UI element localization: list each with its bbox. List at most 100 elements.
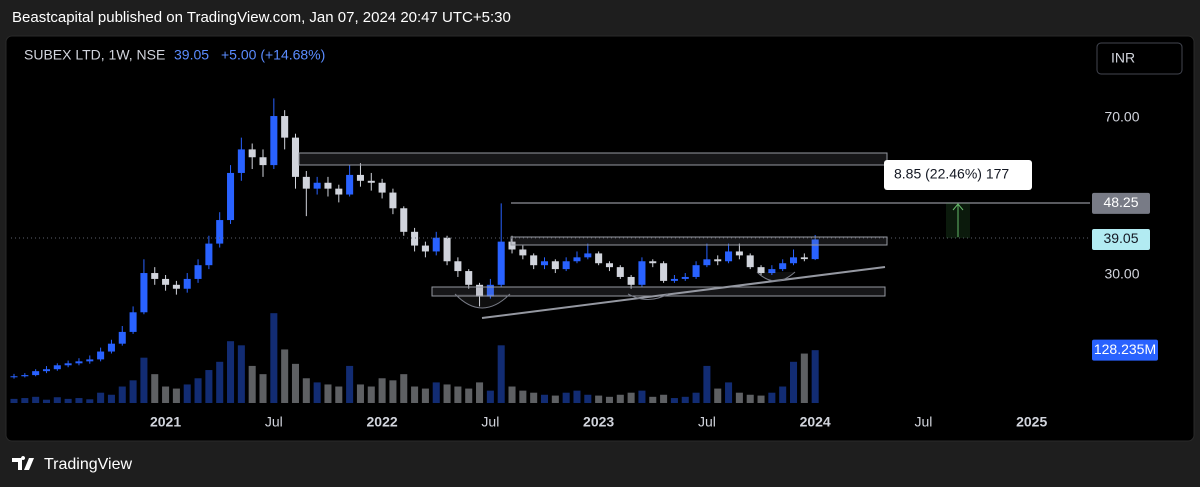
volume-bar [519, 390, 527, 403]
published-line: Beastcapital published on TradingView.co… [12, 9, 511, 26]
brand: TradingView [44, 456, 132, 473]
x-tick-label: 2024 [800, 414, 831, 430]
price-label: 48.25 [1103, 194, 1138, 210]
arc [454, 293, 511, 309]
volume-label-box [1092, 339, 1158, 361]
volume-bar [53, 397, 61, 403]
candle-body [746, 255, 754, 268]
candle-body [53, 365, 61, 370]
measure-label: 8.85 (22.46%) 177 [894, 166, 1009, 182]
volume-bar [508, 386, 516, 403]
neckline-zone [510, 236, 888, 246]
candle-body [75, 361, 83, 364]
volume-bar [746, 394, 754, 403]
candle-body [411, 231, 419, 246]
price-label-box [1092, 228, 1150, 250]
candle-body [227, 172, 235, 221]
candle-body [162, 278, 170, 285]
volume-bar [454, 386, 462, 403]
volume-bar [97, 392, 105, 403]
volume-bar [627, 392, 635, 403]
volume-bar [432, 382, 440, 403]
candle-body [735, 251, 743, 256]
candle-body [32, 371, 40, 376]
candle-body [97, 351, 105, 360]
volume-bar [800, 353, 808, 403]
candle-body [270, 116, 278, 166]
volume-bar [768, 392, 776, 403]
volume-bar [789, 361, 798, 403]
candle-body [140, 273, 148, 313]
candle-body [638, 261, 646, 285]
candle-body [725, 251, 733, 262]
volume-bar [227, 341, 235, 403]
volume-bar [411, 386, 419, 403]
trend-line [481, 266, 886, 319]
candle-body [248, 149, 256, 158]
volume-bar [324, 384, 332, 403]
candle-body [302, 176, 310, 189]
volume-bar [811, 350, 819, 403]
volume-bar [237, 345, 245, 403]
candle-body [454, 261, 462, 272]
volume-bar [660, 394, 668, 403]
volume-bar [346, 365, 354, 403]
volume-bar [757, 395, 765, 403]
candle-body [530, 255, 538, 266]
volume-label: 128.235M [1094, 341, 1156, 357]
volume-bar [313, 382, 321, 403]
measure-arrowhead [952, 203, 964, 211]
volume-bar [205, 370, 213, 403]
candle-body [151, 273, 159, 279]
candle-body [779, 263, 787, 270]
volume-bar [194, 378, 202, 403]
volume-bar [378, 378, 386, 403]
volume-bar [530, 392, 538, 403]
candle-body [476, 284, 484, 297]
volume-bar [367, 386, 375, 403]
candle-body [281, 116, 289, 138]
volume-bar [681, 396, 689, 403]
volume-bar [497, 345, 505, 403]
volume-bar [779, 386, 787, 403]
candle-body [389, 192, 397, 209]
candle-body [107, 343, 115, 352]
volume-bar [335, 386, 343, 403]
candle-body [443, 237, 451, 262]
candle-body [573, 257, 581, 262]
volume-bar [670, 398, 678, 403]
candle-body [703, 259, 711, 266]
candle-body [562, 261, 570, 270]
volume-bar [562, 392, 570, 403]
volume-bar [725, 382, 733, 403]
volume-bar [42, 399, 50, 403]
volume-bar [107, 394, 115, 403]
x-tick-label: Jul [698, 414, 716, 430]
candle-body [551, 261, 559, 270]
candle-body [670, 278, 678, 281]
volume-bar [443, 384, 451, 403]
x-tick-label: 2022 [367, 414, 398, 430]
candle-body [584, 253, 592, 258]
candle-body [346, 174, 354, 195]
candle-body [172, 284, 180, 289]
candle-body [789, 257, 798, 264]
candle-body [800, 257, 808, 260]
volume-bar [75, 398, 83, 403]
volume-bar [86, 399, 94, 403]
candle-body [21, 375, 29, 377]
logo-mark [12, 456, 34, 470]
candle-body [692, 265, 700, 277]
candle-body [42, 369, 50, 372]
currency-button[interactable] [1096, 42, 1183, 75]
volume-bar [151, 374, 159, 403]
candle-body [259, 157, 267, 166]
candle-body [118, 331, 126, 344]
candle-body [768, 269, 776, 274]
candle-body [508, 241, 516, 250]
volume-bar [21, 398, 29, 403]
candle-body [757, 267, 765, 274]
currency[interactable]: INR [1111, 50, 1135, 66]
